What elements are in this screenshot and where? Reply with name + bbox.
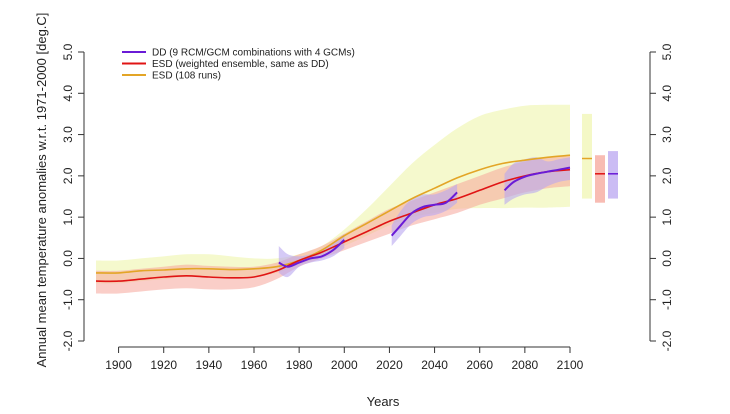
x-tick-label: 1960 <box>241 358 268 372</box>
right-y-tick-label: 0.0 <box>660 250 674 267</box>
x-tick-label: 2100 <box>557 358 584 372</box>
esd-weighted-line <box>95 168 571 283</box>
legend-entry-2: ESD (weighted ensemble, same as DD) <box>152 59 329 70</box>
right-y-tick-label: 2.0 <box>660 167 674 184</box>
esd-weighted-end-bar <box>595 155 605 203</box>
left-y-tick-label: 2.0 <box>61 167 75 184</box>
x-tick-label: 2000 <box>331 358 358 372</box>
dd-band-2 <box>391 184 458 246</box>
right-y-tick-label: -2.0 <box>660 330 674 351</box>
x-tick-label: 2080 <box>512 358 539 372</box>
esd-108-line <box>95 154 571 274</box>
legend-entry-1: DD (9 RCM/GCM combinations with 4 GCMs) <box>152 48 355 59</box>
x-tick-label: 1940 <box>196 358 223 372</box>
series-lines <box>95 154 571 283</box>
left-y-tick-label: -1.0 <box>61 289 75 310</box>
esd-108-end-bar <box>582 113 592 199</box>
right-y-tick-label: 5.0 <box>660 43 674 60</box>
left-y-tick-label: 5.0 <box>61 43 75 60</box>
dd-line-1 <box>278 239 345 268</box>
esd-weighted-band <box>96 155 570 294</box>
dd-line-3 <box>503 166 571 192</box>
x-tick-label: 2040 <box>421 358 448 372</box>
dd-end-bar <box>608 151 618 199</box>
left-y-tick-label: 1.0 <box>61 208 75 225</box>
left-y-tick-label: 0.0 <box>61 250 75 267</box>
esd-108-band <box>96 104 570 284</box>
left-y-tick-label: -2.0 <box>61 330 75 351</box>
dd-line-2 <box>390 191 458 237</box>
x-tick-label: 1920 <box>150 358 177 372</box>
uncertainty-bands <box>96 104 570 294</box>
x-tick-label: 1900 <box>105 358 132 372</box>
x-tick-label: 2020 <box>376 358 403 372</box>
left-y-tick-label: 3.0 <box>61 126 75 143</box>
legend: DD (9 RCM/GCM combinations with 4 GCMs)E… <box>122 48 355 82</box>
right-y-tick-label: 3.0 <box>660 126 674 143</box>
right-y-tick-label: -1.0 <box>660 289 674 310</box>
left-y-tick-label: 4.0 <box>61 85 75 102</box>
x-axis-title: Years <box>367 394 400 409</box>
x-tick-label: 1980 <box>286 358 313 372</box>
end-range-bars <box>582 113 618 203</box>
x-tick-label: 2060 <box>466 358 493 372</box>
right-y-tick-label: 4.0 <box>660 85 674 102</box>
legend-entry-3: ESD (108 runs) <box>152 71 221 82</box>
dd-band-3 <box>504 157 570 205</box>
axes: -2.0 -2.0 -1.0 -1.0 0.0 0.0 1.0 1.0 2.0 2.0 3.0 3.0… <box>61 43 674 372</box>
y-axis-title: Annual mean temperature anomalies w.r.t.… <box>34 13 49 368</box>
right-y-tick-label: 1.0 <box>660 208 674 225</box>
